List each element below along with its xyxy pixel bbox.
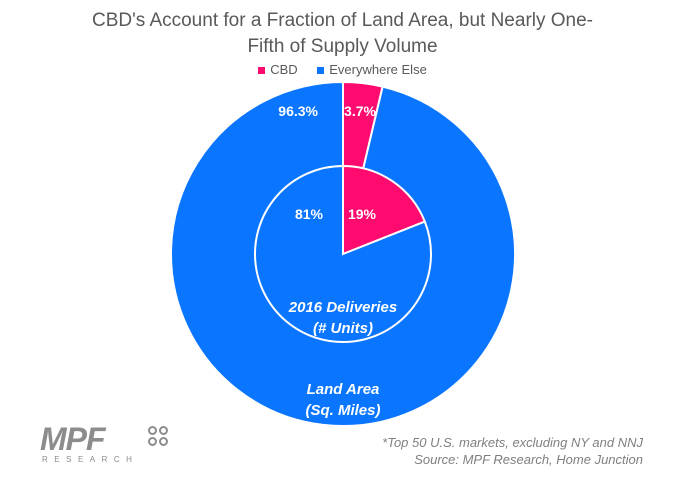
logo-subtext: RESEARCH bbox=[42, 455, 139, 464]
chart-title-line2: Fifth of Supply Volume bbox=[247, 36, 438, 57]
footnote-source: Source: MPF Research, Home Junction bbox=[414, 452, 643, 467]
data-label-land-area-everywhere-else: 96.3% bbox=[278, 103, 318, 119]
data-label-deliveries-cbd: 19% bbox=[348, 206, 377, 222]
data-label-land-area-cbd: 3.7% bbox=[344, 103, 376, 119]
legend-label-everywhere-else: Everywhere Else bbox=[329, 62, 427, 77]
logo-dots-icon bbox=[148, 426, 170, 452]
slice-deliveries-cbd bbox=[342, 164, 427, 256]
slice-deliveries-everywhere-else bbox=[254, 164, 432, 343]
legend: CBD Everywhere Else bbox=[0, 62, 685, 77]
footnote: *Top 50 U.S. markets, excluding NY and N… bbox=[382, 434, 643, 468]
chart-title: CBD's Account for a Fraction of Land Are… bbox=[0, 8, 685, 60]
ring-label-deliveries-line2: (# Units) bbox=[313, 320, 373, 337]
legend-label-cbd: CBD bbox=[270, 62, 298, 77]
ring-label-deliveries-line1: 2016 Deliveries bbox=[288, 299, 397, 316]
logo-text: MPF bbox=[40, 421, 106, 457]
ring-label-land-area-line1: Land Area bbox=[307, 381, 380, 398]
legend-item-everywhere-else: Everywhere Else bbox=[317, 62, 427, 77]
legend-swatch-everywhere-else bbox=[317, 67, 325, 75]
legend-item-cbd: CBD bbox=[258, 62, 298, 77]
footnote-markets: *Top 50 U.S. markets, excluding NY and N… bbox=[382, 435, 643, 450]
mpf-research-logo: MPF RESEARCH bbox=[40, 422, 170, 467]
ring-label-land-area-line2: (Sq. Miles) bbox=[305, 402, 380, 419]
data-label-deliveries-everywhere-else: 81% bbox=[295, 206, 324, 222]
legend-swatch-cbd bbox=[258, 67, 266, 75]
chart-title-line1: CBD's Account for a Fraction of Land Are… bbox=[91, 10, 594, 31]
